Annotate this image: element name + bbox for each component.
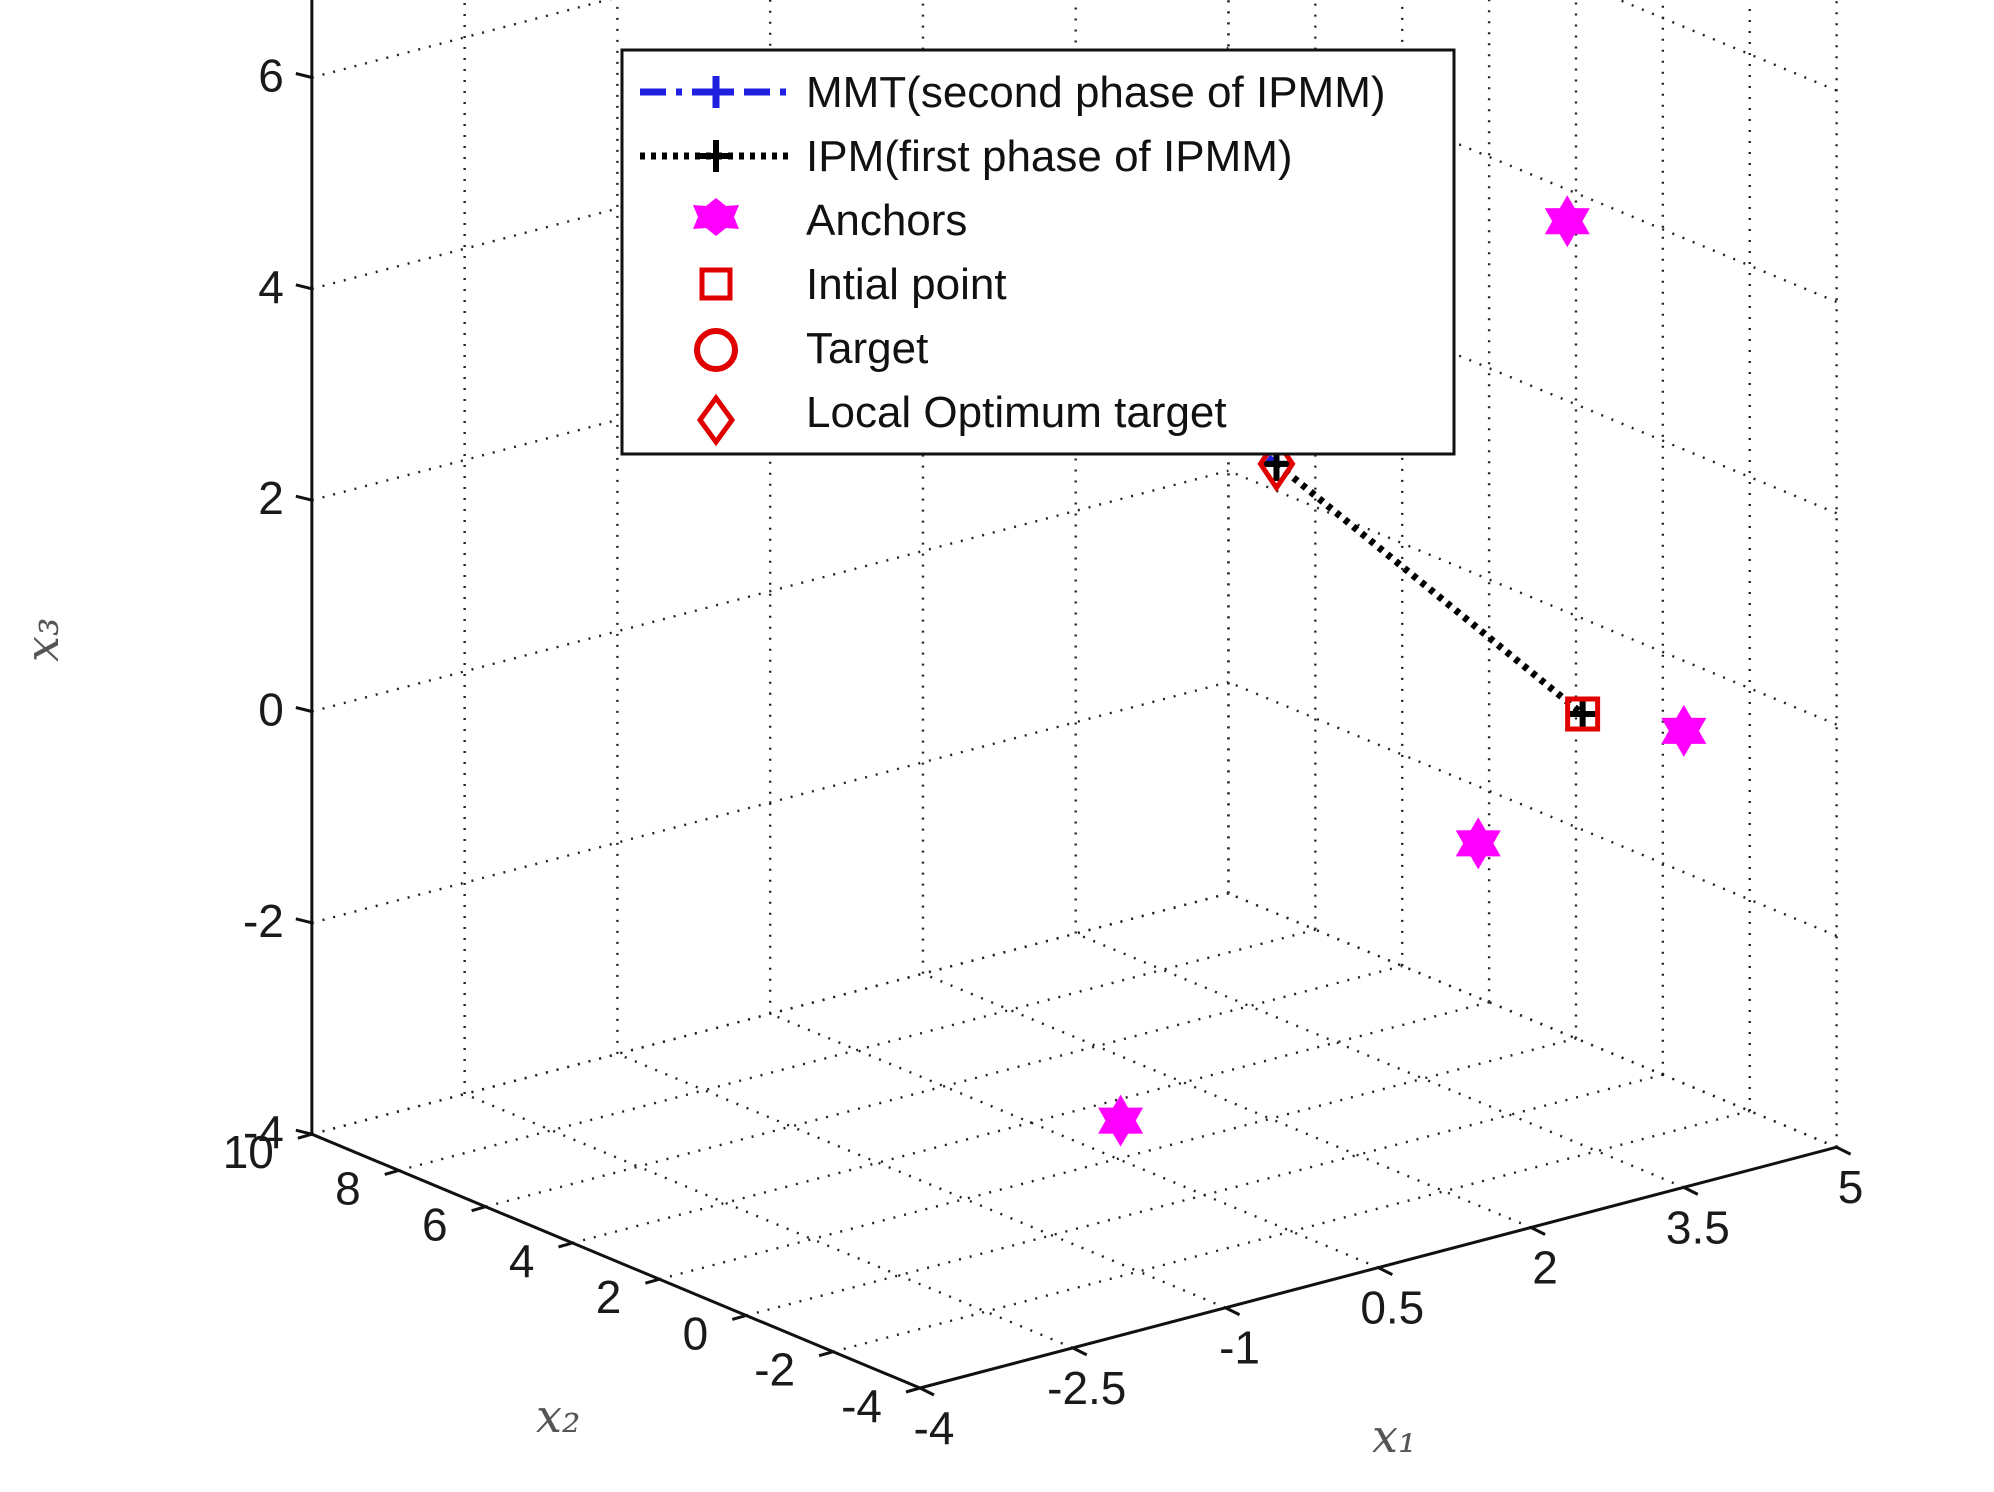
x-tick-label: -1 — [1219, 1322, 1260, 1374]
y-tick-mark — [644, 1277, 660, 1285]
legend-symbol-circle — [694, 328, 738, 372]
x-tick-mark — [919, 1386, 935, 1397]
grid-line-z-back — [311, 680, 1229, 925]
y-tick-label: -2 — [754, 1344, 795, 1396]
z-axis-label: x₃ — [15, 618, 69, 662]
anchor-marker — [1455, 817, 1501, 870]
z-tick-label: 6 — [258, 50, 284, 102]
x-tick-label: 3.5 — [1666, 1201, 1730, 1253]
grid-line-z-side — [1228, 469, 1838, 726]
y-axis-line — [311, 1132, 921, 1390]
grid-line-y-floor — [659, 1037, 1577, 1281]
ipm-series-line — [1274, 461, 1585, 717]
legend-symbol-diamond — [696, 393, 736, 447]
grid-line-x-floor — [616, 1052, 1226, 1309]
grid-line-y-floor — [745, 1073, 1664, 1317]
grid-line-z-side — [1228, 892, 1838, 1149]
z-tick-label: -2 — [243, 895, 284, 947]
grid-line-x-floor — [769, 1012, 1379, 1269]
x-tick-mark — [1683, 1186, 1699, 1196]
legend: MMT(second phase of IPMM) IPM(first phas… — [620, 48, 1456, 456]
legend-symbol-square — [699, 267, 733, 301]
y-tick-label: 2 — [596, 1271, 622, 1323]
grid-line-y-floor — [485, 964, 1403, 1208]
legend-label-ipm: IPM(first phase of IPMM) — [806, 132, 1293, 181]
initial-point-marker — [1565, 696, 1601, 732]
z-tick-mark — [295, 1128, 313, 1136]
x-tick-mark — [1377, 1266, 1393, 1276]
legend-label-target: Target — [806, 324, 928, 373]
y-tick-mark — [731, 1314, 747, 1321]
legend-label-local-optimum: Local Optimum target — [806, 388, 1227, 437]
y-tick-label: 6 — [422, 1199, 448, 1251]
x-tick-label: -4 — [914, 1402, 955, 1454]
grid-line-x-floor — [922, 972, 1532, 1229]
x-tick-label: 2 — [1532, 1241, 1558, 1293]
grid-line-y-floor — [832, 1109, 1751, 1353]
x-tick-label: -2.5 — [1047, 1362, 1126, 1414]
ipm-point — [1565, 696, 1600, 731]
z-tick-label: -4 — [243, 1106, 284, 1158]
x-tick-mark — [1530, 1226, 1546, 1236]
grid-line-y-floor — [398, 928, 1316, 1172]
local-optimum-marker — [1257, 435, 1296, 493]
y-tick-mark — [558, 1241, 573, 1249]
legend-symbol-ipm — [640, 140, 792, 172]
x-tick-label: 5 — [1838, 1161, 1864, 1213]
anchor-marker — [1098, 1094, 1144, 1147]
legend-symbol-anchor — [693, 198, 739, 236]
legend-symbol-mmt — [640, 76, 792, 108]
y-tick-label: 0 — [683, 1307, 709, 1359]
grid-line-x-floor — [1228, 892, 1838, 1149]
z-tick-label: 4 — [258, 261, 284, 313]
x-tick-mark — [1224, 1306, 1241, 1317]
z-tick-mark — [295, 494, 313, 502]
x-tick-mark — [1072, 1346, 1088, 1357]
y-tick-mark — [471, 1205, 487, 1213]
grid-line-y-floor — [572, 1001, 1490, 1245]
z-tick-mark — [295, 917, 313, 925]
z-tick-mark — [295, 706, 313, 713]
y-tick-label: -4 — [841, 1380, 882, 1432]
y-tick-mark — [905, 1386, 921, 1394]
grid-line-z-side — [1228, 680, 1838, 938]
y-tick-mark — [384, 1168, 400, 1176]
y-tick-label: 4 — [509, 1235, 535, 1287]
anchor-marker — [1661, 704, 1707, 757]
x-tick-mark — [1835, 1145, 1852, 1156]
z-tick-label: 0 — [258, 684, 284, 736]
y-tick-label: 8 — [335, 1162, 361, 1214]
grid-line-z-back — [311, 469, 1229, 713]
x-axis-label: x₁ — [1372, 1409, 1416, 1463]
legend-label-initial-point: Intial point — [806, 260, 1007, 309]
z-tick-mark — [295, 283, 313, 291]
legend-label-mmt: MMT(second phase of IPMM) — [806, 68, 1386, 117]
legend-label-anchors: Anchors — [806, 196, 967, 245]
z-tick-label: 2 — [258, 472, 284, 524]
legend-box — [620, 48, 1456, 456]
y-tick-mark — [818, 1350, 834, 1358]
y-axis-label: x₂ — [536, 1389, 580, 1443]
y-tick-label: 10 — [223, 1126, 274, 1178]
z-tick-mark — [295, 72, 313, 79]
grid-line-y-floor — [311, 892, 1229, 1136]
anchor-marker — [1544, 195, 1590, 248]
x-tick-label: 0.5 — [1360, 1282, 1424, 1334]
